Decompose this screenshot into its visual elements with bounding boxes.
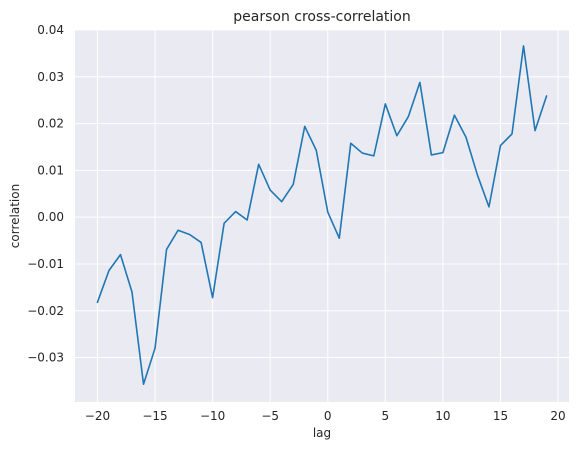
y-tick-label: 0.02 — [37, 117, 64, 131]
x-tick-label: 10 — [435, 409, 450, 423]
grid-lines — [75, 29, 569, 402]
y-axis-label: correlation — [8, 184, 22, 248]
x-tick-label: 5 — [382, 409, 390, 423]
x-tick-label: −15 — [142, 409, 167, 423]
y-tick-label: 0.00 — [37, 210, 64, 224]
y-tick-label: −0.03 — [27, 351, 64, 365]
x-tick-label: −10 — [200, 409, 225, 423]
y-tick-label: 0.03 — [37, 70, 64, 84]
y-tick-label: −0.02 — [27, 304, 64, 318]
x-tick-label: −5 — [261, 409, 279, 423]
series-layer — [96, 45, 548, 386]
y-tick-label: 0.01 — [37, 163, 64, 177]
y-tick-label: −0.01 — [27, 257, 64, 271]
x-tick-label: 15 — [493, 409, 508, 423]
x-tick-label: 0 — [324, 409, 332, 423]
y-tick-label: 0.04 — [37, 23, 64, 37]
plot-background — [75, 30, 569, 402]
x-axis-label: lag — [313, 426, 331, 440]
series-line — [96, 45, 548, 386]
chart-title: pearson cross-correlation — [233, 9, 411, 25]
x-tick-label: −20 — [85, 409, 110, 423]
tick-labels: −20 −15 −10 −5 0 5 10 15 20 −0.03 −0.02 −0.01 0.00 0.… — [27, 23, 565, 423]
x-tick-label: 20 — [550, 409, 565, 423]
